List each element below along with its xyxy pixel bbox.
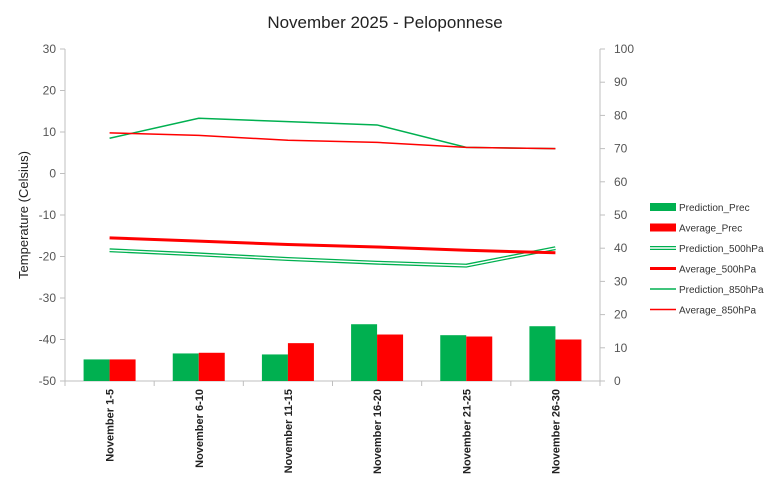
bar-prediction-prec: [440, 335, 467, 381]
y2-tick-label: 10: [614, 341, 628, 355]
line-prediction-850hpa: [109, 117, 556, 150]
y2-tick-label: 80: [614, 108, 628, 122]
y2-tick-label: 30: [614, 274, 628, 288]
y-tick-label: -10: [39, 208, 57, 222]
y2-tick-label: 60: [614, 175, 628, 189]
y-tick-label: -20: [39, 250, 57, 264]
y-tick-label: 30: [43, 42, 57, 56]
bar-average-prec: [377, 334, 404, 381]
x-tick-label: November 26-30: [550, 389, 562, 474]
y2-tick-label: 20: [614, 308, 628, 322]
legend-label-prediction-850hpa: Prediction_850hPa: [679, 285, 764, 296]
bar-average-prec: [198, 352, 225, 381]
bar-average-prec: [555, 339, 582, 381]
x-tick-label: November 21-25: [461, 389, 473, 474]
y2-tick-label: 50: [614, 208, 628, 222]
y-tick-label: -50: [39, 374, 57, 388]
y2-tick-label: 40: [614, 241, 628, 255]
bar-prediction-prec: [172, 353, 199, 381]
legend-label-average-500hpa: Average_500hPa: [679, 265, 757, 276]
legend: Prediction_Prec Average_Prec Prediction_50…: [650, 203, 764, 317]
bar-average-prec: [109, 359, 136, 381]
y-tick-label: -40: [39, 333, 57, 347]
y2-tick-label: 70: [614, 142, 628, 156]
y-tick-label: 10: [43, 125, 57, 139]
x-tick-label: November 11-15: [283, 389, 295, 473]
y-tick-label: -30: [39, 291, 57, 305]
bar-prediction-prec: [529, 326, 556, 381]
y2-tick-label: 100: [614, 42, 634, 56]
bar-average-prec: [287, 343, 314, 381]
line-average-850hpa: [109, 132, 556, 150]
legend-swatch-prediction-prec: [650, 203, 676, 211]
legend-label-average-prec: Average_Prec: [679, 224, 742, 235]
legend-label-prediction-500hpa: Prediction_500hPa: [679, 244, 764, 255]
y-tick-label: 20: [43, 84, 57, 98]
bar-prediction-prec: [261, 354, 288, 381]
bar-prediction-prec: [351, 324, 378, 381]
lines-group: [109, 117, 556, 268]
axes-group: 3020100-10-20-30-40-50100908070605040302…: [39, 42, 635, 474]
legend-swatch-average-prec: [650, 223, 676, 232]
bar-prediction-prec: [83, 359, 110, 381]
bars-group: [83, 324, 582, 381]
y2-tick-label: 0: [614, 374, 621, 388]
y-axis-label: Temperature (Celsius): [16, 151, 31, 279]
line-prediction-500hpa-inner: [109, 247, 556, 267]
legend-label-prediction-prec: Prediction_Prec: [679, 203, 750, 214]
x-tick-label: November 1-5: [105, 389, 117, 462]
bar-average-prec: [466, 336, 493, 381]
chart-title: November 2025 - Peloponnese: [267, 13, 502, 32]
x-tick-label: November 6-10: [194, 389, 206, 468]
legend-label-average-850hpa: Average_850hPa: [679, 306, 757, 317]
line-average-500hpa: [109, 236, 556, 255]
y-tick-label: 0: [49, 167, 56, 181]
x-tick-label: November 16-20: [372, 389, 384, 474]
y2-tick-label: 90: [614, 75, 628, 89]
